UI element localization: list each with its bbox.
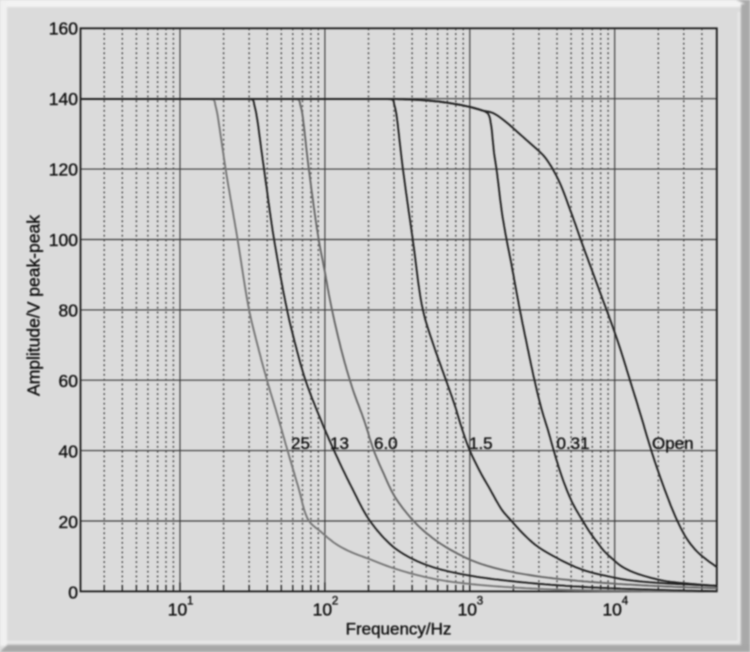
svg-text:160: 160	[49, 19, 78, 39]
svg-text:1: 1	[187, 596, 193, 608]
svg-text:10: 10	[602, 600, 622, 620]
svg-text:10: 10	[168, 600, 188, 620]
svg-text:10: 10	[458, 600, 478, 620]
svg-text:Frequency/Hz: Frequency/Hz	[346, 620, 452, 639]
svg-text:2: 2	[332, 596, 338, 608]
svg-text:13: 13	[330, 434, 349, 453]
svg-text:80: 80	[59, 300, 79, 320]
svg-text:100: 100	[49, 230, 78, 250]
svg-text:140: 140	[49, 89, 78, 109]
svg-text:120: 120	[49, 159, 78, 179]
svg-text:40: 40	[59, 441, 79, 461]
svg-text:0.31: 0.31	[557, 434, 590, 453]
svg-text:1.5: 1.5	[469, 434, 493, 453]
svg-text:0: 0	[68, 582, 78, 602]
svg-text:3: 3	[477, 596, 483, 608]
svg-text:4: 4	[622, 596, 629, 608]
svg-text:10: 10	[313, 600, 333, 620]
svg-text:20: 20	[59, 512, 79, 532]
svg-text:6.0: 6.0	[374, 434, 398, 453]
svg-text:Open: Open	[652, 434, 694, 453]
svg-text:60: 60	[59, 371, 79, 391]
svg-text:25: 25	[291, 434, 310, 453]
svg-text:Amplitude/V peak-peak: Amplitude/V peak-peak	[24, 215, 44, 396]
